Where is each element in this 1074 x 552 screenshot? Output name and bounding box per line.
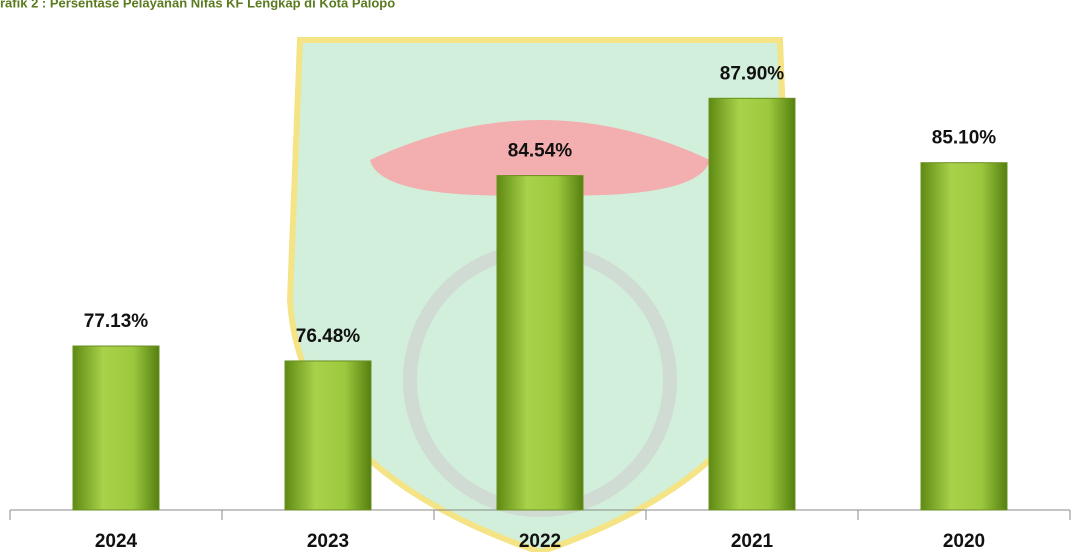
bar bbox=[921, 163, 1007, 510]
bar bbox=[497, 176, 583, 510]
bar bbox=[73, 346, 159, 510]
value-label: 85.10% bbox=[932, 128, 997, 149]
x-tick-label: 2024 bbox=[95, 531, 138, 552]
chart-title: rafik 2 : Persentase Pelayanan Nifas KF … bbox=[0, 0, 395, 10]
bar bbox=[285, 361, 371, 510]
x-tick-label: 2021 bbox=[731, 531, 774, 552]
x-tick-label: 2022 bbox=[519, 531, 561, 552]
x-tick-label: 2023 bbox=[307, 531, 349, 552]
value-label: 87.90% bbox=[720, 63, 785, 84]
value-label: 84.54% bbox=[508, 141, 573, 162]
bar bbox=[709, 98, 795, 510]
value-label: 76.48% bbox=[296, 326, 361, 347]
value-label: 77.13% bbox=[84, 311, 149, 332]
chart: rafik 2 : Persentase Pelayanan Nifas KF … bbox=[0, 0, 1074, 552]
x-tick-label: 2020 bbox=[943, 531, 985, 552]
